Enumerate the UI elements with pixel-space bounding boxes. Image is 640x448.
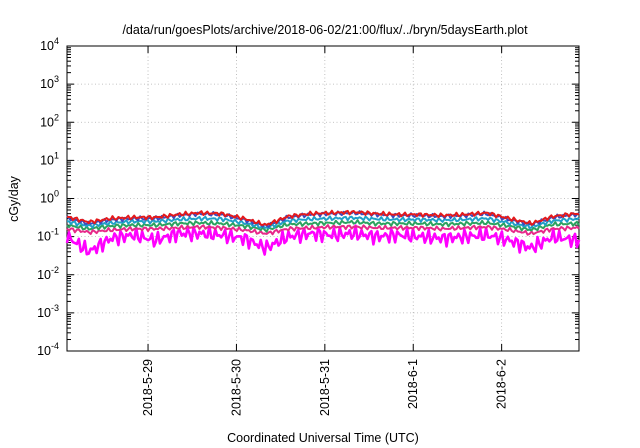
y-axis-label: cGy/day (7, 175, 21, 222)
series-line (65, 224, 581, 256)
x-tick-label: 2018-5-31 (318, 359, 332, 416)
series-line (66, 224, 580, 236)
x-axis-label: Coordinated Universal Time (UTC) (227, 431, 419, 445)
axis-ticks (67, 45, 579, 352)
y-tick-label: 103 (40, 74, 59, 91)
y-tick-label: 10-2 (37, 265, 59, 282)
data-series (65, 209, 581, 256)
x-tick-label: 2018-6-2 (495, 359, 509, 409)
y-tick-label: 10-3 (37, 303, 59, 320)
series-line (66, 215, 580, 230)
y-tick-label: 10-1 (37, 227, 59, 244)
y-tick-label: 102 (40, 112, 59, 129)
series-line (66, 219, 580, 233)
y-tick-label: 100 (40, 189, 59, 206)
chart-title: /data/run/goesPlots/archive/2018-06-02/2… (122, 23, 528, 37)
series-line (66, 209, 580, 226)
y-tick-label: 10-4 (37, 341, 59, 358)
y-tick-label: 104 (40, 36, 59, 53)
grid-lines (67, 46, 579, 351)
x-tick-label: 2018-5-30 (229, 359, 243, 416)
x-tick-labels: 2018-5-29 2018-5-30 2018-5-31 2018-6-1 2018-… (141, 359, 509, 416)
y-tick-label: 101 (40, 150, 59, 167)
x-tick-label: 2018-5-29 (141, 359, 155, 416)
y-tick-labels: 10-4 10-3 10-2 10-1 100 101 102 103 104 (37, 36, 59, 358)
x-tick-label: 2018-6-1 (406, 359, 420, 409)
